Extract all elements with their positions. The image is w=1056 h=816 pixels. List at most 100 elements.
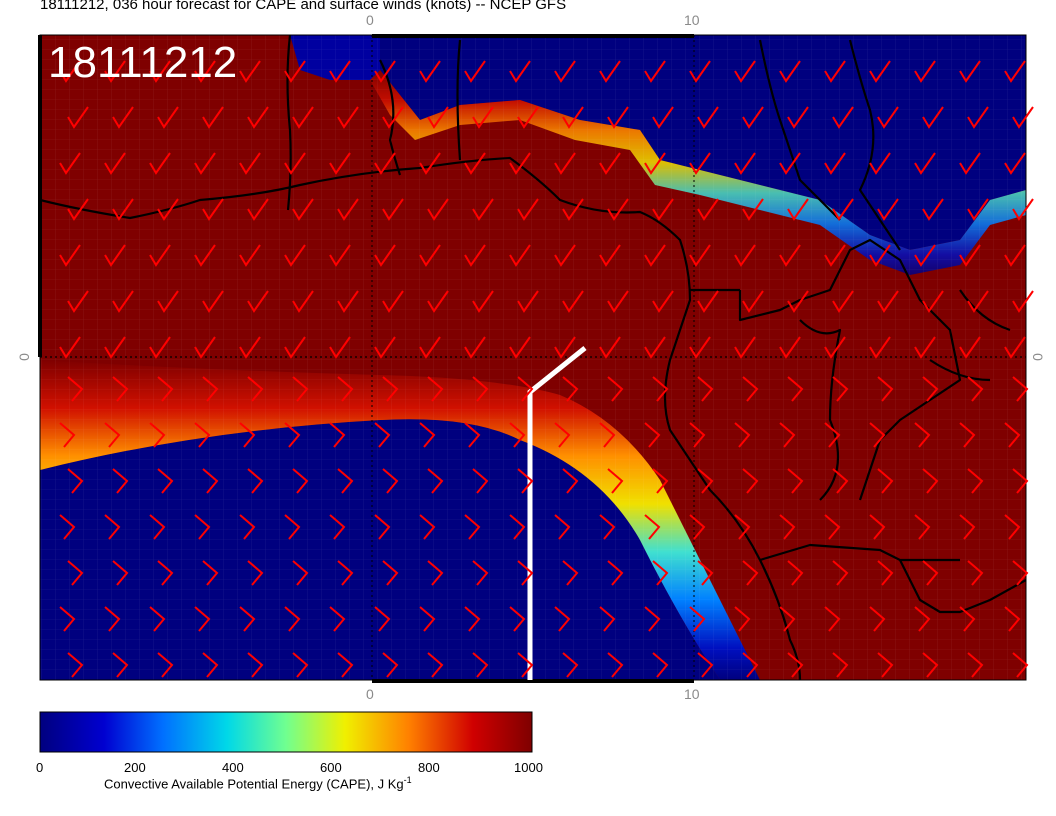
wind-barb <box>157 376 174 402</box>
wind-barb <box>599 514 616 540</box>
wind-barb <box>1012 468 1029 494</box>
wind-barb <box>1004 60 1026 83</box>
wind-barb <box>787 376 804 402</box>
wind-barb <box>869 152 891 175</box>
wind-barb <box>1012 652 1029 678</box>
wind-barb <box>734 514 751 540</box>
wind-barb <box>554 514 571 540</box>
wind-barb <box>509 514 526 540</box>
wind-barb <box>1004 336 1026 359</box>
colorbar-label-600: 600 <box>320 760 342 775</box>
wind-barb <box>832 652 849 678</box>
tick-bottom-0: 0 <box>366 686 374 702</box>
wind-barb <box>562 652 579 678</box>
wind-barb <box>382 376 399 402</box>
colorbar-label-200: 200 <box>124 760 146 775</box>
wind-barb <box>104 60 126 83</box>
wind-barb <box>157 198 179 221</box>
wind-barb <box>202 290 224 313</box>
wind-barb <box>824 606 841 632</box>
wind-barb <box>1012 106 1034 129</box>
wind-barb <box>877 468 894 494</box>
wind-barb <box>644 336 666 359</box>
wind-barb <box>689 606 706 632</box>
wind-barb <box>112 468 129 494</box>
wind-barb <box>779 422 796 448</box>
wind-barb <box>419 422 436 448</box>
wind-barb <box>599 152 621 175</box>
wind-barb <box>247 290 269 313</box>
wind-barb <box>509 152 531 175</box>
wind-barb <box>652 560 669 586</box>
coastline <box>40 35 1026 680</box>
wind-barb <box>959 244 981 267</box>
wind-barb <box>337 468 354 494</box>
wind-barb <box>967 652 984 678</box>
wind-barb <box>157 106 179 129</box>
wind-barb <box>284 336 306 359</box>
wind-barb <box>652 106 674 129</box>
wind-barb <box>382 290 404 313</box>
wind-barb <box>599 60 621 83</box>
wind-barb <box>517 106 539 129</box>
wind-barb <box>554 152 576 175</box>
wind-barb <box>194 244 216 267</box>
wind-barb <box>742 376 759 402</box>
wind-barb <box>1004 244 1026 267</box>
wind-barb <box>554 336 576 359</box>
wind-barb <box>427 106 449 129</box>
wind-barb <box>67 198 89 221</box>
wind-barb <box>922 560 939 586</box>
wind-barb <box>202 198 224 221</box>
wind-barb <box>104 336 126 359</box>
wind-barb <box>832 106 854 129</box>
wind-barb <box>59 60 81 83</box>
wind-barb <box>832 376 849 402</box>
wind-barb <box>517 652 534 678</box>
wind-barb <box>832 560 849 586</box>
wind-barb <box>554 422 571 448</box>
wind-barb <box>787 106 809 129</box>
wind-barb <box>697 290 719 313</box>
wind-barb <box>472 198 494 221</box>
wind-barb <box>644 606 661 632</box>
wind-barb <box>292 376 309 402</box>
wind-barb <box>607 376 624 402</box>
wind-barb <box>644 244 666 267</box>
tick-top-0: 0 <box>366 12 374 28</box>
wind-barb <box>689 514 706 540</box>
wind-barb <box>337 652 354 678</box>
chart-title: 18111212, 036 hour forecast for CAPE and… <box>40 0 567 13</box>
wind-barb <box>689 422 706 448</box>
wind-barb <box>734 336 756 359</box>
wind-barb <box>509 244 531 267</box>
colorbar <box>39 711 533 753</box>
wind-barb <box>869 422 886 448</box>
wind-barb <box>419 606 436 632</box>
wind-barb <box>824 422 841 448</box>
wind-barb <box>689 60 711 83</box>
wind-barb <box>967 560 984 586</box>
wind-barb <box>734 422 751 448</box>
wind-barb <box>562 468 579 494</box>
wind-barb <box>607 560 624 586</box>
wind-barb <box>517 290 539 313</box>
wind-barb <box>329 606 346 632</box>
wind-barb <box>607 106 629 129</box>
wind-barb <box>329 152 351 175</box>
wind-barb <box>194 152 216 175</box>
wind-barb <box>67 106 89 129</box>
wind-barb <box>959 514 976 540</box>
wind-barb <box>562 198 584 221</box>
wind-barb <box>292 198 314 221</box>
wind-barb <box>337 560 354 586</box>
wind-barb <box>787 560 804 586</box>
wind-barb <box>472 106 494 129</box>
colorbar-label-1000: 1000 <box>514 760 543 775</box>
wind-barb <box>599 422 616 448</box>
wind-barb <box>967 468 984 494</box>
wind-barb <box>509 422 526 448</box>
wind-barb <box>554 60 576 83</box>
wind-barb <box>734 152 756 175</box>
wind-barb <box>247 468 264 494</box>
